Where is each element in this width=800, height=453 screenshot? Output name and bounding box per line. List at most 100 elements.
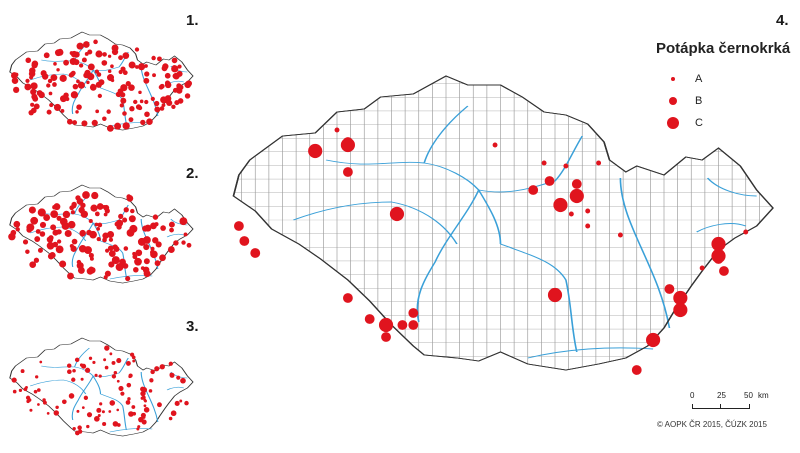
occurrence-point [101, 60, 108, 66]
occurrence-point [250, 248, 261, 258]
occurrence-point [107, 54, 112, 58]
occurrence-point [99, 402, 103, 406]
occurrence-point [125, 360, 131, 366]
occurrence-point [72, 83, 79, 90]
occurrence-point [111, 374, 117, 379]
occurrence-point [112, 421, 119, 427]
occurrence-point [143, 236, 151, 244]
occurrence-point [125, 80, 131, 87]
occurrence-point [140, 119, 146, 126]
occurrence-point [107, 69, 112, 73]
occurrence-point [492, 142, 498, 148]
occurrence-point [719, 266, 729, 276]
occurrence-point [126, 195, 134, 202]
occurrence-point [186, 242, 192, 248]
occurrence-point [20, 369, 25, 374]
occurrence-point [528, 185, 539, 195]
occurrence-point [55, 405, 59, 410]
occurrence-point [70, 210, 76, 215]
occurrence-point [114, 122, 122, 130]
occurrence-point [128, 215, 136, 223]
occurrence-point [63, 59, 70, 66]
occurrence-point [39, 231, 46, 237]
occurrence-point [83, 395, 89, 400]
occurrence-point [106, 231, 115, 239]
occurrence-point [139, 99, 144, 104]
occurrence-point [115, 91, 122, 98]
occurrence-point [711, 236, 726, 252]
occurrence-point [142, 225, 149, 232]
occurrence-point [541, 160, 547, 166]
legend-dot-large-icon [667, 117, 679, 129]
occurrence-point [150, 369, 155, 375]
occurrence-point [70, 245, 77, 252]
occurrence-point [102, 237, 107, 243]
occurrence-point [184, 400, 189, 406]
panel-label-3: 3. [186, 318, 199, 335]
occurrence-point [161, 65, 168, 72]
occurrence-point [63, 92, 69, 98]
occurrence-point [56, 68, 60, 72]
occurrence-point [143, 270, 151, 278]
occurrence-point [646, 332, 661, 348]
occurrence-point [88, 252, 94, 259]
occurrence-point [82, 41, 90, 48]
occurrence-point [553, 197, 568, 213]
occurrence-point [80, 202, 86, 209]
occurrence-point [31, 62, 38, 69]
occurrence-point [123, 246, 129, 251]
occurrence-point [128, 84, 135, 91]
occurrence-point [141, 395, 146, 400]
occurrence-point [664, 284, 675, 294]
occurrence-point [118, 69, 123, 75]
occurrence-point [111, 360, 116, 365]
occurrence-point [119, 103, 124, 108]
occurrence-point [75, 110, 79, 114]
occurrence-point [103, 204, 110, 211]
mini-map-1-points [11, 39, 192, 132]
occurrence-point [159, 106, 165, 111]
occurrence-point [33, 389, 38, 394]
mini-map-3-points [11, 345, 189, 436]
occurrence-point [116, 224, 122, 230]
occurrence-point [59, 74, 67, 82]
occurrence-point [29, 408, 33, 412]
occurrence-point [171, 57, 178, 64]
occurrence-point [87, 63, 95, 71]
occurrence-point [49, 251, 56, 259]
occurrence-point [52, 205, 57, 210]
occurrence-point [585, 208, 591, 214]
occurrence-point [46, 236, 54, 243]
occurrence-point [154, 106, 161, 113]
occurrence-point [177, 64, 182, 69]
occurrence-point [128, 373, 133, 378]
occurrence-point [167, 246, 175, 253]
occurrence-point [154, 100, 160, 107]
occurrence-point [389, 206, 405, 222]
occurrence-point [55, 245, 64, 254]
occurrence-point [59, 260, 67, 268]
mini-map-3 [10, 338, 193, 436]
occurrence-point [98, 79, 105, 86]
occurrence-point [48, 91, 53, 96]
occurrence-point [91, 267, 96, 272]
occurrence-point [143, 399, 147, 403]
occurrence-point [67, 118, 73, 125]
occurrence-point [144, 111, 150, 118]
occurrence-point [168, 221, 175, 228]
occurrence-point [46, 109, 52, 115]
occurrence-point [66, 363, 72, 368]
legend: Potápka černokrká A B C [656, 40, 796, 137]
occurrence-point [64, 229, 72, 238]
occurrence-point [122, 111, 127, 116]
occurrence-point [10, 229, 17, 236]
occurrence-point [54, 49, 62, 57]
occurrence-point [72, 120, 78, 125]
occurrence-point [68, 72, 74, 78]
occurrence-point [128, 61, 136, 69]
occurrence-point [18, 388, 23, 393]
occurrence-point [83, 72, 90, 79]
occurrence-point [84, 367, 91, 373]
mini-map-2 [8, 185, 193, 283]
occurrence-point [308, 143, 323, 159]
